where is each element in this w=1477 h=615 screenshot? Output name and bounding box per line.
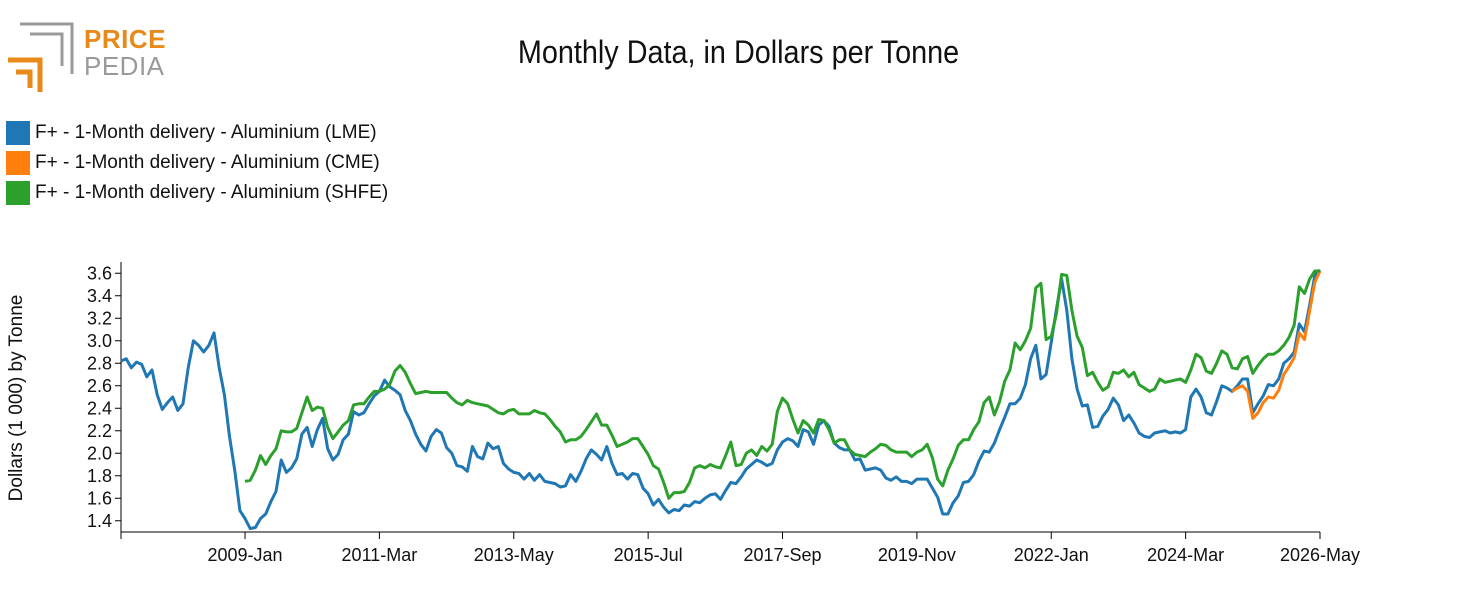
logo-text-top: PRICE	[84, 24, 166, 54]
y-axis-label: Dollars (1 000) by Tonne	[6, 295, 27, 502]
legend-label: F+ - 1-Month delivery - Aluminium (LME)	[35, 122, 377, 143]
legend-label: F+ - 1-Month delivery - Aluminium (SHFE)	[35, 182, 389, 203]
x-tick-label: 2019-Nov	[878, 545, 956, 565]
logo-text-bottom: PEDIA	[84, 51, 165, 81]
legend-item[interactable]: F+ - 1-Month delivery - Aluminium (CME)	[6, 148, 388, 178]
y-tick-label: 3.4	[87, 286, 112, 306]
x-tick-label: 2024-Mar	[1147, 545, 1224, 565]
legend-swatch	[6, 181, 30, 205]
legend: F+ - 1-Month delivery - Aluminium (LME) F…	[6, 118, 388, 208]
y-tick-label: 1.4	[87, 511, 112, 531]
pricepedia-logo: PRICE PEDIA	[6, 20, 166, 96]
series-line-1	[120, 268, 1322, 531]
y-tick-label: 2.0	[87, 443, 112, 463]
legend-item[interactable]: F+ - 1-Month delivery - Aluminium (SHFE)	[6, 178, 388, 208]
x-tick-label: 2017-Sep	[743, 545, 821, 565]
logo-mark-icon	[8, 22, 74, 92]
x-tick-label: 2022-Jan	[1014, 545, 1089, 565]
x-tick-label: 2015-Jul	[614, 545, 683, 565]
y-tick-label: 1.6	[87, 488, 112, 508]
y-tick-label: 3.0	[87, 331, 112, 351]
y-tick-label: 2.4	[87, 398, 112, 418]
legend-swatch	[6, 151, 30, 175]
x-tick-label: 2026-May	[1280, 545, 1360, 565]
x-tick-label: 2011-Mar	[342, 545, 418, 565]
y-tick-label: 3.2	[87, 308, 112, 328]
series-line-3	[244, 269, 1320, 500]
legend-item[interactable]: F+ - 1-Month delivery - Aluminium (LME)	[6, 118, 388, 148]
chart-title: Monthly Data, in Dollars per Tonne	[517, 34, 960, 70]
y-tick-label: 1.8	[87, 466, 112, 486]
series-line-2	[1231, 270, 1322, 420]
y-tick-label: 2.2	[87, 421, 112, 441]
legend-swatch	[6, 121, 30, 145]
x-tick-label: 2013-May	[474, 545, 554, 565]
y-tick-label: 2.6	[87, 376, 112, 396]
legend-label: F+ - 1-Month delivery - Aluminium (CME)	[35, 152, 380, 173]
y-tick-label: 3.6	[87, 263, 112, 283]
y-tick-label: 2.8	[87, 353, 112, 373]
x-tick-label: 2009-Jan	[208, 545, 283, 565]
